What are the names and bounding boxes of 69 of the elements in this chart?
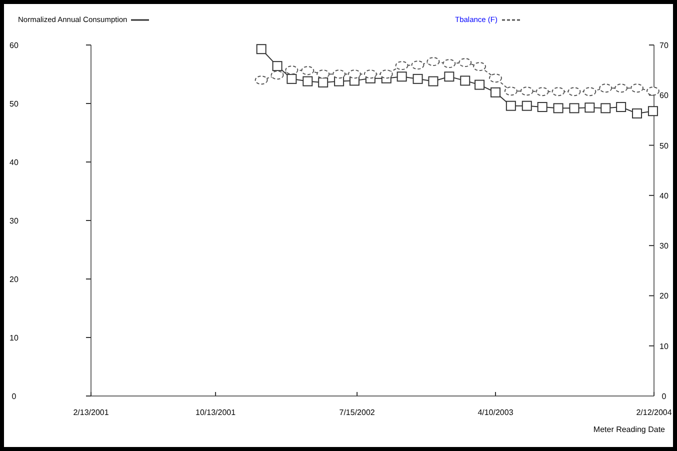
point [488, 74, 502, 83]
y2-tick-label: 10 [660, 342, 669, 351]
x-tick-label: 4/10/2003 [478, 408, 514, 417]
point [584, 102, 595, 113]
point [364, 70, 377, 79]
y2-tick-label: 30 [660, 242, 669, 251]
point [270, 70, 284, 80]
point [412, 74, 423, 84]
point [473, 62, 486, 72]
point [614, 84, 628, 93]
point [520, 86, 534, 96]
point [553, 103, 564, 114]
point [286, 74, 297, 84]
point [599, 84, 612, 93]
point [332, 70, 346, 79]
point [522, 100, 532, 111]
point [444, 72, 454, 82]
point [646, 86, 660, 96]
point [442, 59, 456, 68]
point [458, 58, 472, 68]
y-tick-label: 50 [10, 100, 19, 108]
point [616, 102, 626, 112]
point [490, 87, 500, 98]
x-tick-label: 2/12/2004 [636, 408, 672, 417]
y-tick-label: 0 [12, 392, 17, 401]
point [600, 103, 611, 114]
point [568, 87, 581, 96]
point [552, 87, 565, 96]
point [583, 87, 596, 96]
point [474, 80, 485, 90]
point [272, 61, 282, 72]
point [648, 106, 658, 116]
point [504, 86, 518, 96]
y-tick-label: 20 [10, 275, 19, 284]
point [302, 76, 313, 86]
point [569, 103, 580, 114]
y2-tick-label: 50 [660, 141, 669, 150]
point [254, 76, 268, 85]
point [506, 100, 516, 111]
point [632, 108, 642, 118]
point [301, 66, 314, 76]
point [316, 70, 330, 79]
point [348, 70, 361, 79]
x-tick-label: 7/15/2002 [339, 408, 376, 417]
y-tick-label: 30 [10, 216, 19, 226]
x-tick-label: 2/13/2001 [73, 408, 110, 417]
y2-tick-label: 20 [660, 292, 669, 301]
x-tick-label: 10/13/2001 [196, 408, 236, 417]
y2-tick-label: 60 [660, 91, 669, 100]
x-axis-title: Meter Reading Date [593, 425, 666, 434]
point [285, 66, 298, 75]
y2-tick-label: 70 [660, 41, 669, 50]
y2-tick-label: 0 [662, 392, 667, 401]
point [256, 44, 266, 54]
point [537, 102, 548, 112]
point [426, 57, 440, 66]
point [395, 61, 408, 70]
point [380, 70, 393, 79]
point [411, 60, 424, 70]
point [396, 72, 407, 82]
point [630, 84, 644, 93]
point [536, 87, 549, 96]
y2-tick-label: 40 [660, 191, 669, 200]
point [460, 76, 470, 86]
point [428, 76, 438, 86]
y-tick-label: 60 [10, 41, 19, 50]
point [318, 77, 328, 88]
y-tick-label: 40 [10, 158, 19, 167]
y-tick-label: 10 [10, 334, 19, 342]
